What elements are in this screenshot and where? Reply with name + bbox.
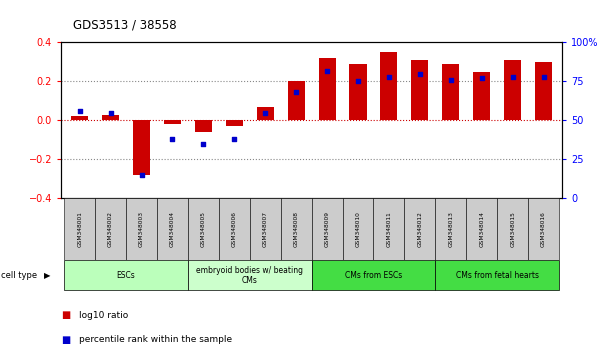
FancyBboxPatch shape bbox=[64, 260, 188, 290]
FancyBboxPatch shape bbox=[312, 260, 435, 290]
FancyBboxPatch shape bbox=[466, 198, 497, 260]
Bar bbox=[195, 120, 212, 132]
Text: cell type: cell type bbox=[1, 271, 39, 280]
Text: GDS3513 / 38558: GDS3513 / 38558 bbox=[73, 19, 177, 32]
FancyBboxPatch shape bbox=[343, 198, 373, 260]
FancyBboxPatch shape bbox=[250, 198, 280, 260]
Point bbox=[384, 74, 394, 80]
Text: embryoid bodies w/ beating
CMs: embryoid bodies w/ beating CMs bbox=[196, 266, 303, 285]
Bar bbox=[102, 115, 119, 120]
Bar bbox=[504, 60, 521, 120]
Point bbox=[199, 141, 208, 147]
Text: GSM348014: GSM348014 bbox=[479, 211, 484, 247]
Bar bbox=[133, 120, 150, 175]
Text: GSM348006: GSM348006 bbox=[232, 211, 237, 247]
FancyBboxPatch shape bbox=[404, 198, 435, 260]
Text: GSM348007: GSM348007 bbox=[263, 211, 268, 247]
Bar bbox=[411, 60, 428, 120]
Text: GSM348010: GSM348010 bbox=[356, 211, 360, 247]
Point bbox=[229, 136, 239, 142]
FancyBboxPatch shape bbox=[126, 198, 157, 260]
FancyBboxPatch shape bbox=[188, 198, 219, 260]
Point bbox=[508, 74, 518, 80]
Bar bbox=[442, 64, 459, 120]
Bar bbox=[164, 120, 181, 124]
FancyBboxPatch shape bbox=[528, 198, 559, 260]
Text: GSM348003: GSM348003 bbox=[139, 211, 144, 247]
Point bbox=[353, 79, 363, 84]
Text: GSM348001: GSM348001 bbox=[77, 211, 82, 247]
Point bbox=[322, 68, 332, 73]
Text: GSM348005: GSM348005 bbox=[201, 211, 206, 247]
Text: GSM348004: GSM348004 bbox=[170, 211, 175, 247]
Point bbox=[477, 75, 486, 81]
FancyBboxPatch shape bbox=[497, 198, 528, 260]
Point bbox=[137, 172, 147, 178]
Bar bbox=[288, 81, 305, 120]
Text: GSM348016: GSM348016 bbox=[541, 211, 546, 247]
Bar bbox=[535, 62, 552, 120]
FancyBboxPatch shape bbox=[64, 198, 95, 260]
Text: GSM348002: GSM348002 bbox=[108, 211, 113, 247]
Point bbox=[415, 71, 425, 76]
FancyBboxPatch shape bbox=[95, 198, 126, 260]
Point bbox=[75, 108, 84, 114]
FancyBboxPatch shape bbox=[157, 198, 188, 260]
Point bbox=[260, 110, 270, 115]
Bar bbox=[349, 64, 367, 120]
Bar bbox=[257, 107, 274, 120]
Text: GSM348013: GSM348013 bbox=[448, 211, 453, 247]
Text: log10 ratio: log10 ratio bbox=[79, 310, 129, 320]
Text: ▶: ▶ bbox=[44, 271, 51, 280]
FancyBboxPatch shape bbox=[312, 198, 343, 260]
Point bbox=[106, 110, 115, 115]
Bar bbox=[318, 58, 335, 120]
FancyBboxPatch shape bbox=[219, 198, 250, 260]
Bar bbox=[71, 116, 88, 120]
Text: CMs from fetal hearts: CMs from fetal hearts bbox=[456, 271, 539, 280]
FancyBboxPatch shape bbox=[435, 198, 466, 260]
Text: percentile rank within the sample: percentile rank within the sample bbox=[79, 335, 233, 344]
Bar bbox=[381, 52, 397, 120]
Text: ■: ■ bbox=[61, 335, 70, 345]
Text: GSM348012: GSM348012 bbox=[417, 211, 422, 247]
Point bbox=[291, 90, 301, 95]
Text: GSM348011: GSM348011 bbox=[386, 211, 392, 247]
FancyBboxPatch shape bbox=[280, 198, 312, 260]
Bar bbox=[226, 120, 243, 126]
FancyBboxPatch shape bbox=[435, 260, 559, 290]
Text: CMs from ESCs: CMs from ESCs bbox=[345, 271, 402, 280]
FancyBboxPatch shape bbox=[188, 260, 312, 290]
Text: GSM348015: GSM348015 bbox=[510, 211, 515, 247]
Text: GSM348009: GSM348009 bbox=[324, 211, 329, 247]
Bar bbox=[473, 72, 490, 120]
Point bbox=[167, 136, 177, 142]
Point bbox=[446, 77, 456, 83]
Text: ■: ■ bbox=[61, 310, 70, 320]
FancyBboxPatch shape bbox=[373, 198, 404, 260]
Text: GSM348008: GSM348008 bbox=[294, 211, 299, 247]
Point bbox=[539, 74, 549, 80]
Text: ESCs: ESCs bbox=[117, 271, 136, 280]
